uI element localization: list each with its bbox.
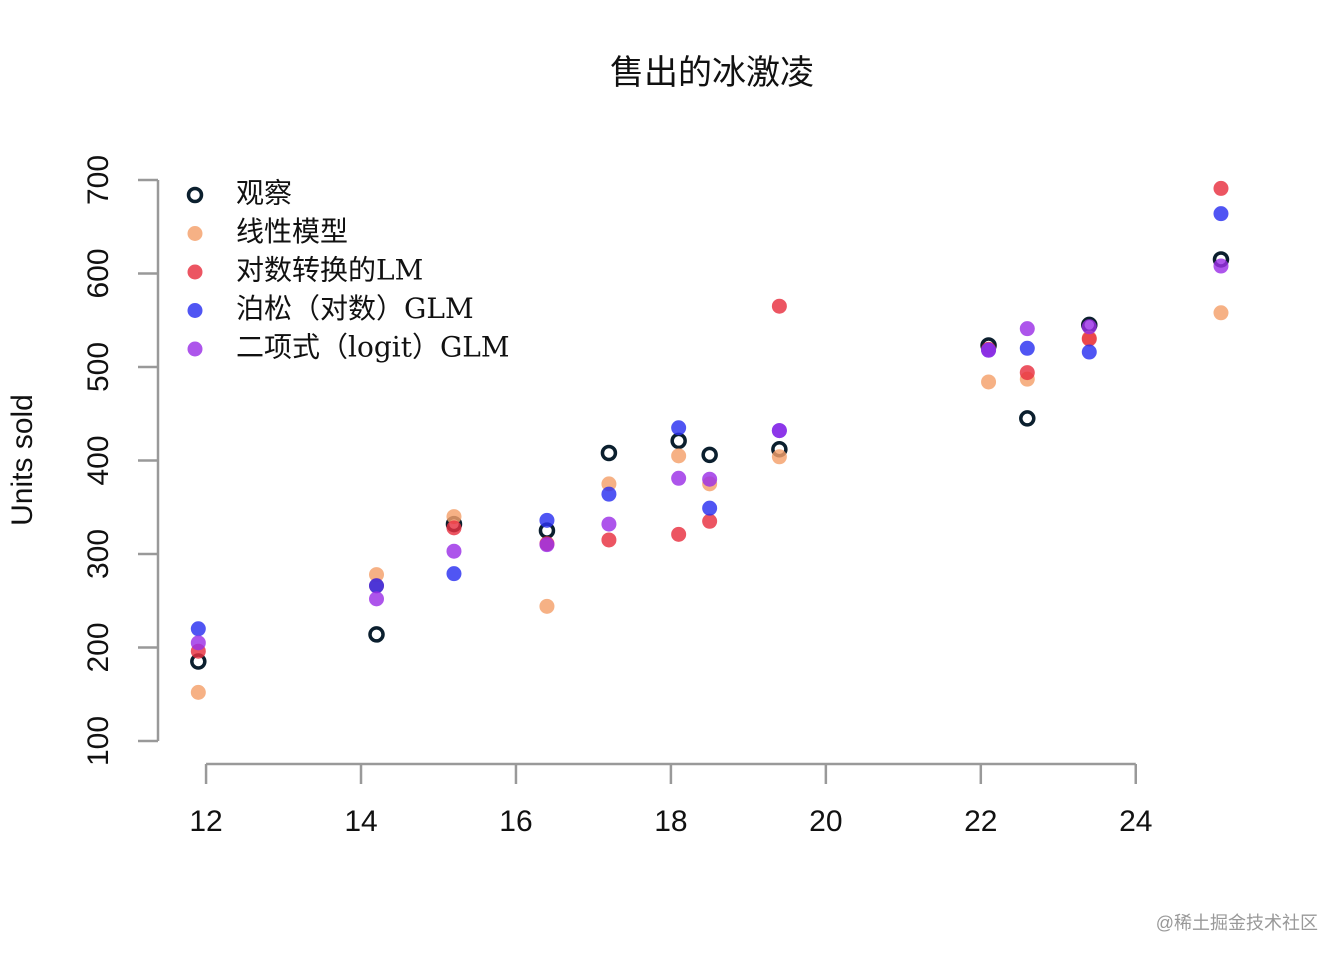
data-point (446, 509, 462, 525)
x-tick-label: 16 (499, 805, 532, 838)
data-point (539, 512, 555, 528)
legend-label: 线性模型 (236, 215, 348, 248)
x-tick-label: 22 (964, 805, 997, 838)
x-tick-label: 12 (189, 805, 222, 838)
data-point (670, 432, 687, 450)
data-point (539, 537, 555, 553)
y-tick-label: 100 (82, 716, 115, 766)
data-point (539, 598, 555, 614)
data-point (671, 420, 687, 436)
data-point (671, 526, 687, 542)
data-point (771, 449, 787, 465)
data-point (702, 471, 718, 487)
legend-marker (187, 226, 203, 241)
legend-marker (187, 303, 203, 318)
data-point (369, 578, 385, 594)
data-point (600, 444, 618, 462)
data-point (671, 470, 687, 486)
chart-title: 售出的冰激凌 (610, 53, 814, 93)
watermark: @稀土掘金技术社区 (1156, 913, 1318, 933)
legend-marker (187, 264, 203, 280)
data-point (369, 567, 385, 583)
data-point (1081, 331, 1097, 347)
y-tick-label: 500 (82, 342, 115, 392)
data-point (601, 476, 617, 492)
data-point (446, 566, 462, 582)
data-point (368, 626, 385, 643)
data-point (671, 448, 687, 464)
data-point (771, 298, 787, 314)
data-point (702, 513, 718, 529)
y-tick-label: 200 (82, 622, 115, 672)
x-tick-label: 24 (1119, 805, 1152, 838)
y-tick-label: 300 (82, 529, 115, 579)
x-tick-label: 14 (344, 805, 377, 838)
data-point (702, 500, 718, 516)
data-point (771, 423, 787, 439)
y-axis-label: Units sold (6, 394, 39, 526)
data-point (1019, 410, 1036, 427)
y-tick-label: 400 (82, 435, 115, 485)
data-point (190, 621, 206, 637)
data-point (1081, 344, 1097, 360)
data-point (446, 543, 462, 559)
legend-label: 二项式（logit）GLM (236, 331, 510, 364)
data-point (446, 520, 462, 536)
data-point (601, 516, 617, 532)
data-point (981, 342, 997, 358)
data-point (1081, 319, 1097, 335)
data-point (1213, 305, 1229, 321)
data-point (601, 532, 617, 548)
data-point (1213, 180, 1229, 196)
data-point (1213, 206, 1229, 222)
data-point (190, 684, 206, 700)
data-point (1019, 340, 1035, 356)
legend-marker (187, 341, 203, 357)
data-point (1019, 321, 1035, 337)
x-tick-label: 20 (809, 805, 842, 838)
data-point (981, 374, 997, 390)
data-point (190, 635, 206, 651)
data-point (1213, 258, 1229, 274)
data-point (701, 446, 718, 464)
x-tick-label: 18 (654, 805, 687, 838)
y-tick-label: 700 (82, 155, 115, 205)
data-point (369, 591, 385, 607)
data-point (601, 486, 617, 502)
legend-label: 泊松（对数）GLM (236, 292, 474, 325)
data-point (1019, 365, 1035, 381)
y-tick-label: 600 (82, 248, 115, 298)
legend-marker (186, 186, 204, 204)
legend-label: 观察 (236, 177, 292, 210)
legend-label: 对数转换的LM (236, 254, 423, 287)
